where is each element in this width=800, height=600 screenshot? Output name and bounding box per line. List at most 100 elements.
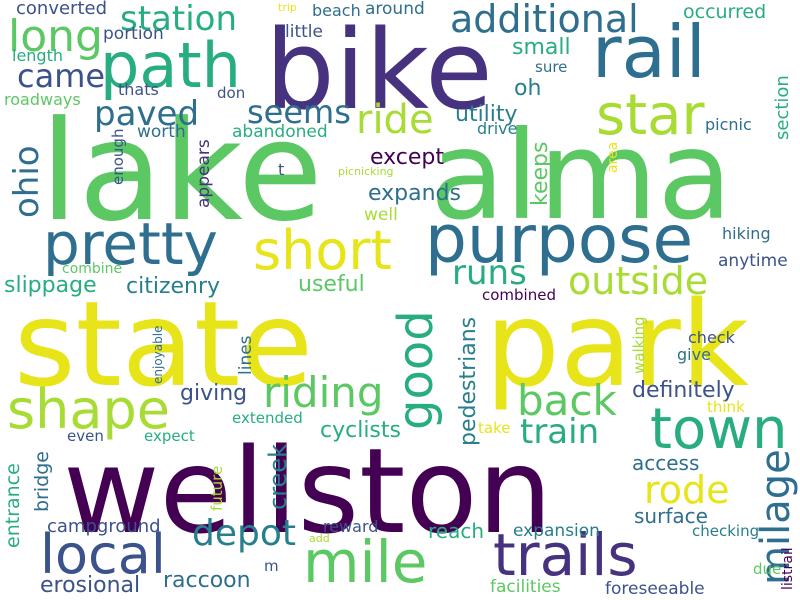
- word: small: [512, 35, 571, 60]
- word: enjoyable: [151, 325, 165, 384]
- word: local: [40, 523, 166, 586]
- word: rode: [644, 468, 730, 512]
- word: shape: [7, 378, 170, 441]
- word: t: [278, 160, 285, 179]
- word: outside: [568, 259, 709, 303]
- word: checking: [692, 522, 760, 540]
- word: beach: [312, 1, 361, 20]
- word: short: [253, 219, 392, 282]
- word: alma: [430, 105, 733, 247]
- word: picnic: [705, 115, 752, 134]
- word: portion: [103, 24, 164, 44]
- word: citizenry: [126, 274, 221, 299]
- word: drive: [477, 119, 518, 138]
- word: star: [596, 83, 705, 148]
- word: hiking: [722, 224, 771, 243]
- word: combine: [62, 261, 123, 277]
- word: foreseeable: [605, 579, 705, 599]
- word: riding: [263, 368, 384, 417]
- word: around: [365, 0, 425, 19]
- word: runs: [452, 253, 527, 293]
- word: trip: [278, 1, 297, 14]
- word: access: [632, 451, 700, 475]
- word: town: [650, 397, 788, 462]
- word: anytime: [718, 251, 788, 271]
- word: came: [17, 57, 106, 95]
- word: raccoon: [163, 568, 251, 593]
- word: enough: [109, 128, 127, 185]
- word: thats: [118, 80, 159, 99]
- word: long: [8, 11, 103, 62]
- word: take: [478, 419, 511, 437]
- word: walking: [630, 316, 648, 374]
- word: listrail: [780, 547, 796, 590]
- word: surface: [634, 504, 708, 528]
- word: good: [388, 310, 444, 430]
- word: utility: [455, 102, 518, 127]
- word: due: [753, 560, 782, 578]
- word: creek: [264, 444, 292, 510]
- word: little: [285, 22, 323, 42]
- word: reach: [428, 519, 485, 543]
- word: length: [12, 46, 63, 65]
- word: ride: [356, 97, 434, 143]
- word: add: [309, 532, 330, 545]
- word: m: [264, 557, 279, 575]
- word: expansion: [513, 521, 600, 541]
- word: paved: [94, 94, 200, 134]
- word: converted: [16, 0, 108, 19]
- word: lake: [40, 91, 323, 252]
- word: useful: [298, 272, 365, 297]
- word: well: [364, 205, 398, 225]
- word: giving: [180, 381, 248, 406]
- word: state: [14, 275, 313, 413]
- word: except: [370, 145, 445, 170]
- word: trails: [493, 521, 638, 589]
- word: roadways: [4, 90, 81, 109]
- word: area: [605, 141, 621, 173]
- word: reward: [323, 517, 379, 536]
- word: appears: [194, 139, 214, 208]
- word: park: [485, 275, 750, 413]
- word: bridge: [31, 451, 53, 512]
- word: definitely: [632, 378, 735, 403]
- word: future: [208, 465, 226, 511]
- word: don: [217, 84, 246, 102]
- word: abandoned: [232, 122, 328, 142]
- word: purpose: [425, 201, 694, 278]
- word: erosional: [40, 573, 141, 598]
- word: slippage: [4, 273, 97, 298]
- word: rail: [592, 10, 706, 94]
- word: occurred: [683, 1, 767, 23]
- word: pretty: [43, 210, 218, 278]
- word: oh: [514, 76, 542, 101]
- word: keeps: [528, 141, 553, 206]
- word: pedestrians: [456, 316, 481, 446]
- word: path: [100, 29, 241, 102]
- word: picnicking: [338, 165, 394, 178]
- word: station: [120, 0, 238, 39]
- word: section: [772, 75, 793, 140]
- word: bike: [265, 6, 493, 134]
- word: combined: [482, 286, 556, 304]
- word: facilities: [490, 577, 561, 597]
- word: expands: [368, 181, 461, 206]
- word: extended: [232, 409, 303, 427]
- word: sure: [535, 58, 568, 76]
- word: entrance: [2, 463, 24, 548]
- word: lines: [236, 335, 256, 375]
- word: seems: [247, 93, 351, 131]
- word: campground: [47, 516, 161, 537]
- word: worth: [137, 122, 186, 142]
- word: train: [520, 412, 600, 452]
- word: check: [688, 328, 735, 347]
- word: ohio: [7, 145, 47, 218]
- word: mile: [303, 528, 428, 596]
- word: even: [67, 427, 104, 445]
- word: additional: [450, 0, 639, 41]
- word: depot: [192, 513, 296, 554]
- word: expect: [144, 427, 195, 445]
- word: wellston: [63, 422, 553, 560]
- word: cyclists: [320, 418, 401, 443]
